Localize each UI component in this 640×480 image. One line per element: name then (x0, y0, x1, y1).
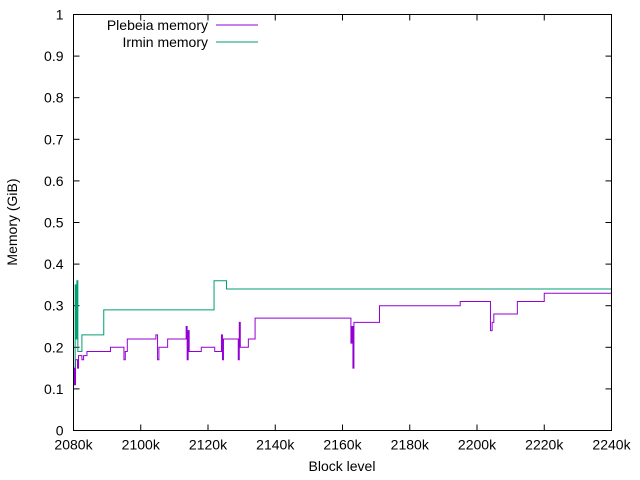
legend-label-irmin: Irmin memory (122, 34, 208, 50)
y-tick-label: 0.2 (44, 339, 64, 355)
series-lines (73, 280, 612, 386)
x-tick-label: 2240k (592, 437, 631, 453)
y-tick-label: 0.3 (44, 298, 64, 314)
y-tick-label: 0 (56, 423, 64, 439)
tick-marks (73, 14, 612, 431)
y-tick-label: 0.9 (44, 48, 64, 64)
x-tick-label: 2160k (323, 437, 362, 453)
y-tick-label: 1 (56, 7, 64, 23)
x-tick-label: 2200k (458, 437, 497, 453)
x-tick-label: 2220k (525, 437, 564, 453)
x-tick-label: 2080k (54, 437, 93, 453)
y-tick-label: 0.7 (44, 131, 64, 147)
y-tick-label: 0.4 (44, 256, 64, 272)
y-axis-title: Memory (GiB) (4, 178, 20, 265)
legend-label-plebeia: Plebeia memory (107, 17, 208, 33)
tick-labels: 2080k 2100k 2120k 2140k 2160k 2180k 2200k 2220k… (44, 7, 632, 453)
y-tick-label: 0.1 (44, 381, 64, 397)
x-tick-label: 2120k (189, 437, 228, 453)
y-tick-label: 0.6 (44, 173, 64, 189)
x-axis-title: Block level (309, 458, 376, 474)
plot-frame (73, 14, 612, 431)
series-line-irmin (74, 280, 612, 369)
x-tick-label: 2180k (391, 437, 430, 453)
x-tick-label: 2140k (256, 437, 295, 453)
series-line-plebeia (73, 292, 612, 386)
y-tick-label: 0.5 (44, 215, 64, 231)
y-tick-label: 0.8 (44, 90, 64, 106)
x-tick-label: 2100k (122, 437, 161, 453)
legend: Plebeia memory Irmin memory (107, 17, 258, 50)
